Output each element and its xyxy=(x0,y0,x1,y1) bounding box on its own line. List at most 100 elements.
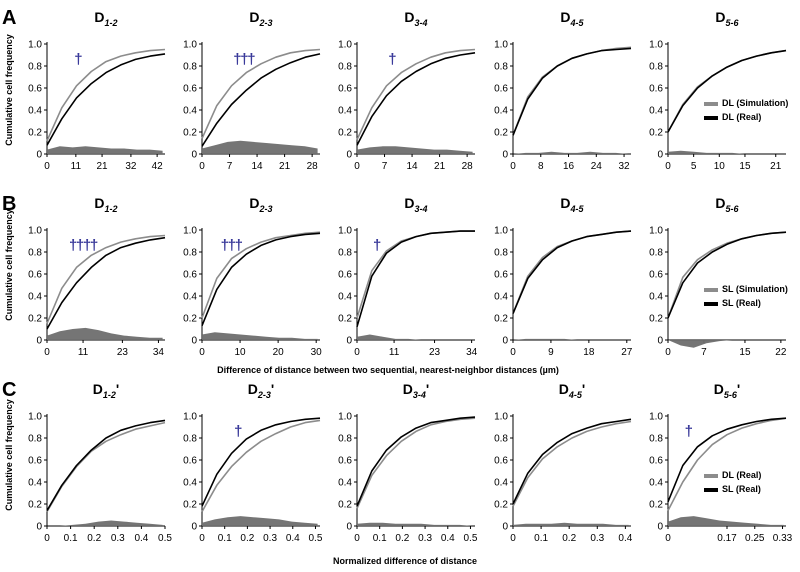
difference-area xyxy=(357,146,473,154)
x-tick-label: 0.4 xyxy=(286,533,300,544)
y-tick-label: 0.8 xyxy=(183,248,197,259)
y-tick-label: 0.8 xyxy=(338,248,352,259)
y-tick-label: 0.4 xyxy=(338,106,352,117)
series-line-sim xyxy=(46,48,166,142)
significance-dagger: † xyxy=(221,237,229,254)
x-tick-label: 23 xyxy=(117,347,129,358)
y-tick-label: 0.6 xyxy=(28,270,42,281)
x-tick-label: 22 xyxy=(775,347,787,358)
y-tick-label: 0.2 xyxy=(649,128,663,139)
significance-dagger: † xyxy=(235,237,243,254)
panel-title: D5-6 xyxy=(715,195,739,214)
y-tick-label: 1.0 xyxy=(494,412,508,423)
legend-swatch xyxy=(704,474,718,478)
chart-panel-a-3: D3-4 0 0.2 0.4 0.6 0.8 1.0 0 7 14 21 28 † xyxy=(338,9,476,172)
significance-dagger: † xyxy=(90,237,98,254)
panel-title: D2-3 xyxy=(249,195,272,214)
difference-area xyxy=(47,327,163,340)
x-tick-label: 28 xyxy=(307,161,319,172)
legend-label: DL (Simulation) xyxy=(722,98,788,108)
x-tick-label: 8 xyxy=(538,161,544,172)
y-tick-label: 0 xyxy=(657,150,663,161)
series-line-real xyxy=(46,53,166,146)
x-tick-label: 0 xyxy=(44,533,50,544)
x-tick-label: 0.17 xyxy=(717,533,737,544)
y-tick-label: 0.6 xyxy=(183,84,197,95)
series-line-dl xyxy=(512,420,632,507)
x-tick-label: 0.5 xyxy=(464,533,478,544)
y-tick-label: 0 xyxy=(36,336,42,347)
y-tick-label: 0.4 xyxy=(183,292,197,303)
series-line-sl xyxy=(201,417,321,507)
y-tick-label: 0.4 xyxy=(338,292,352,303)
y-tick-label: 1.0 xyxy=(338,412,352,423)
y-tick-label: 0.2 xyxy=(28,128,42,139)
y-tick-label: 0.6 xyxy=(28,456,42,467)
x-tick-label: 0 xyxy=(199,533,205,544)
series-line-dl xyxy=(46,421,166,513)
x-tick-label: 34 xyxy=(466,347,478,358)
x-tick-label: 0.2 xyxy=(87,533,101,544)
panel-title: D3-4' xyxy=(403,381,429,400)
chart-panel-a-4: D4-5 0 0.2 0.4 0.6 0.8 1.0 0 8 16 24 32 xyxy=(494,9,632,172)
legend-swatch xyxy=(704,488,718,492)
y-tick-label: 0.4 xyxy=(28,292,42,303)
significance-dagger: † xyxy=(247,51,255,68)
x-tick-label: 0.25 xyxy=(745,533,765,544)
legend-label: SL (Real) xyxy=(722,484,761,494)
x-tick-label: 32 xyxy=(125,161,137,172)
y-tick-label: 0.4 xyxy=(183,478,197,489)
chart-panel-b-5: D5-6 0 0.2 0.4 0.6 0.8 1.0 0 7 15 22 SL (Simulation… xyxy=(649,195,788,358)
significance-dagger: † xyxy=(74,51,82,68)
y-tick-label: 0.2 xyxy=(338,314,352,325)
y-tick-label: 0 xyxy=(346,336,352,347)
x-tick-label: 0 xyxy=(354,161,360,172)
y-tick-label: 0.8 xyxy=(183,62,197,73)
y-tick-label: 1.0 xyxy=(28,412,42,423)
y-tick-label: 0.8 xyxy=(649,434,663,445)
y-tick-label: 0 xyxy=(191,522,197,533)
y-tick-label: 0.6 xyxy=(494,270,508,281)
chart-panel-a-2: D2-300.20.40.60.81.00 7 14 21 28††† xyxy=(183,9,321,172)
x-tick-label: 34 xyxy=(153,347,165,358)
panel-title: D3-4 xyxy=(404,195,427,214)
y-tick-label: 0.2 xyxy=(28,500,42,511)
y-tick-label: 0.4 xyxy=(649,478,663,489)
x-tick-label: 0.2 xyxy=(562,533,576,544)
x-tick-label: 0 xyxy=(510,533,516,544)
y-tick-label: 0 xyxy=(657,336,663,347)
legend-swatch xyxy=(704,302,718,306)
series-line-real xyxy=(667,49,787,133)
y-tick-label: 0.2 xyxy=(183,500,197,511)
y-tick-label: 0.4 xyxy=(494,292,508,303)
significance-dagger: † xyxy=(685,423,693,440)
chart-panel-b-3: D3-4 0 0.2 0.4 0.6 0.8 1.0 0 11 23 34 † xyxy=(338,195,478,358)
panel-title: D1-2 xyxy=(94,9,117,28)
y-tick-label: 0 xyxy=(36,522,42,533)
y-tick-label: 0.2 xyxy=(649,314,663,325)
x-tick-label: 0.4 xyxy=(134,533,148,544)
x-tick-label: 0.2 xyxy=(240,533,254,544)
panel-title: D1-2 xyxy=(94,195,117,214)
x-tick-label: 7 xyxy=(382,161,388,172)
x-tick-label: 24 xyxy=(591,161,603,172)
y-tick-label: 0.4 xyxy=(494,478,508,489)
panel-letter: B xyxy=(2,193,16,215)
x-tick-label: 0 xyxy=(665,347,671,358)
y-tick-label: 0.2 xyxy=(649,500,663,511)
difference-area xyxy=(47,146,163,154)
y-tick-label: 0.6 xyxy=(649,84,663,95)
y-tick-label: 0 xyxy=(502,522,508,533)
y-tick-label: 0.4 xyxy=(649,106,663,117)
x-tick-label: 30 xyxy=(311,347,323,358)
y-tick-label: 0.6 xyxy=(649,270,663,281)
y-tick-label: 0.6 xyxy=(338,270,352,281)
x-tick-label: 14 xyxy=(407,161,419,172)
y-tick-label: 0 xyxy=(346,150,352,161)
panel-title: D3-4 xyxy=(404,9,427,28)
significance-dagger: † xyxy=(69,237,77,254)
y-tick-label: 0.6 xyxy=(28,84,42,95)
y-axis-label-row-a: Cumulative cell frequency xyxy=(4,34,14,146)
series-line-dl xyxy=(201,419,321,513)
